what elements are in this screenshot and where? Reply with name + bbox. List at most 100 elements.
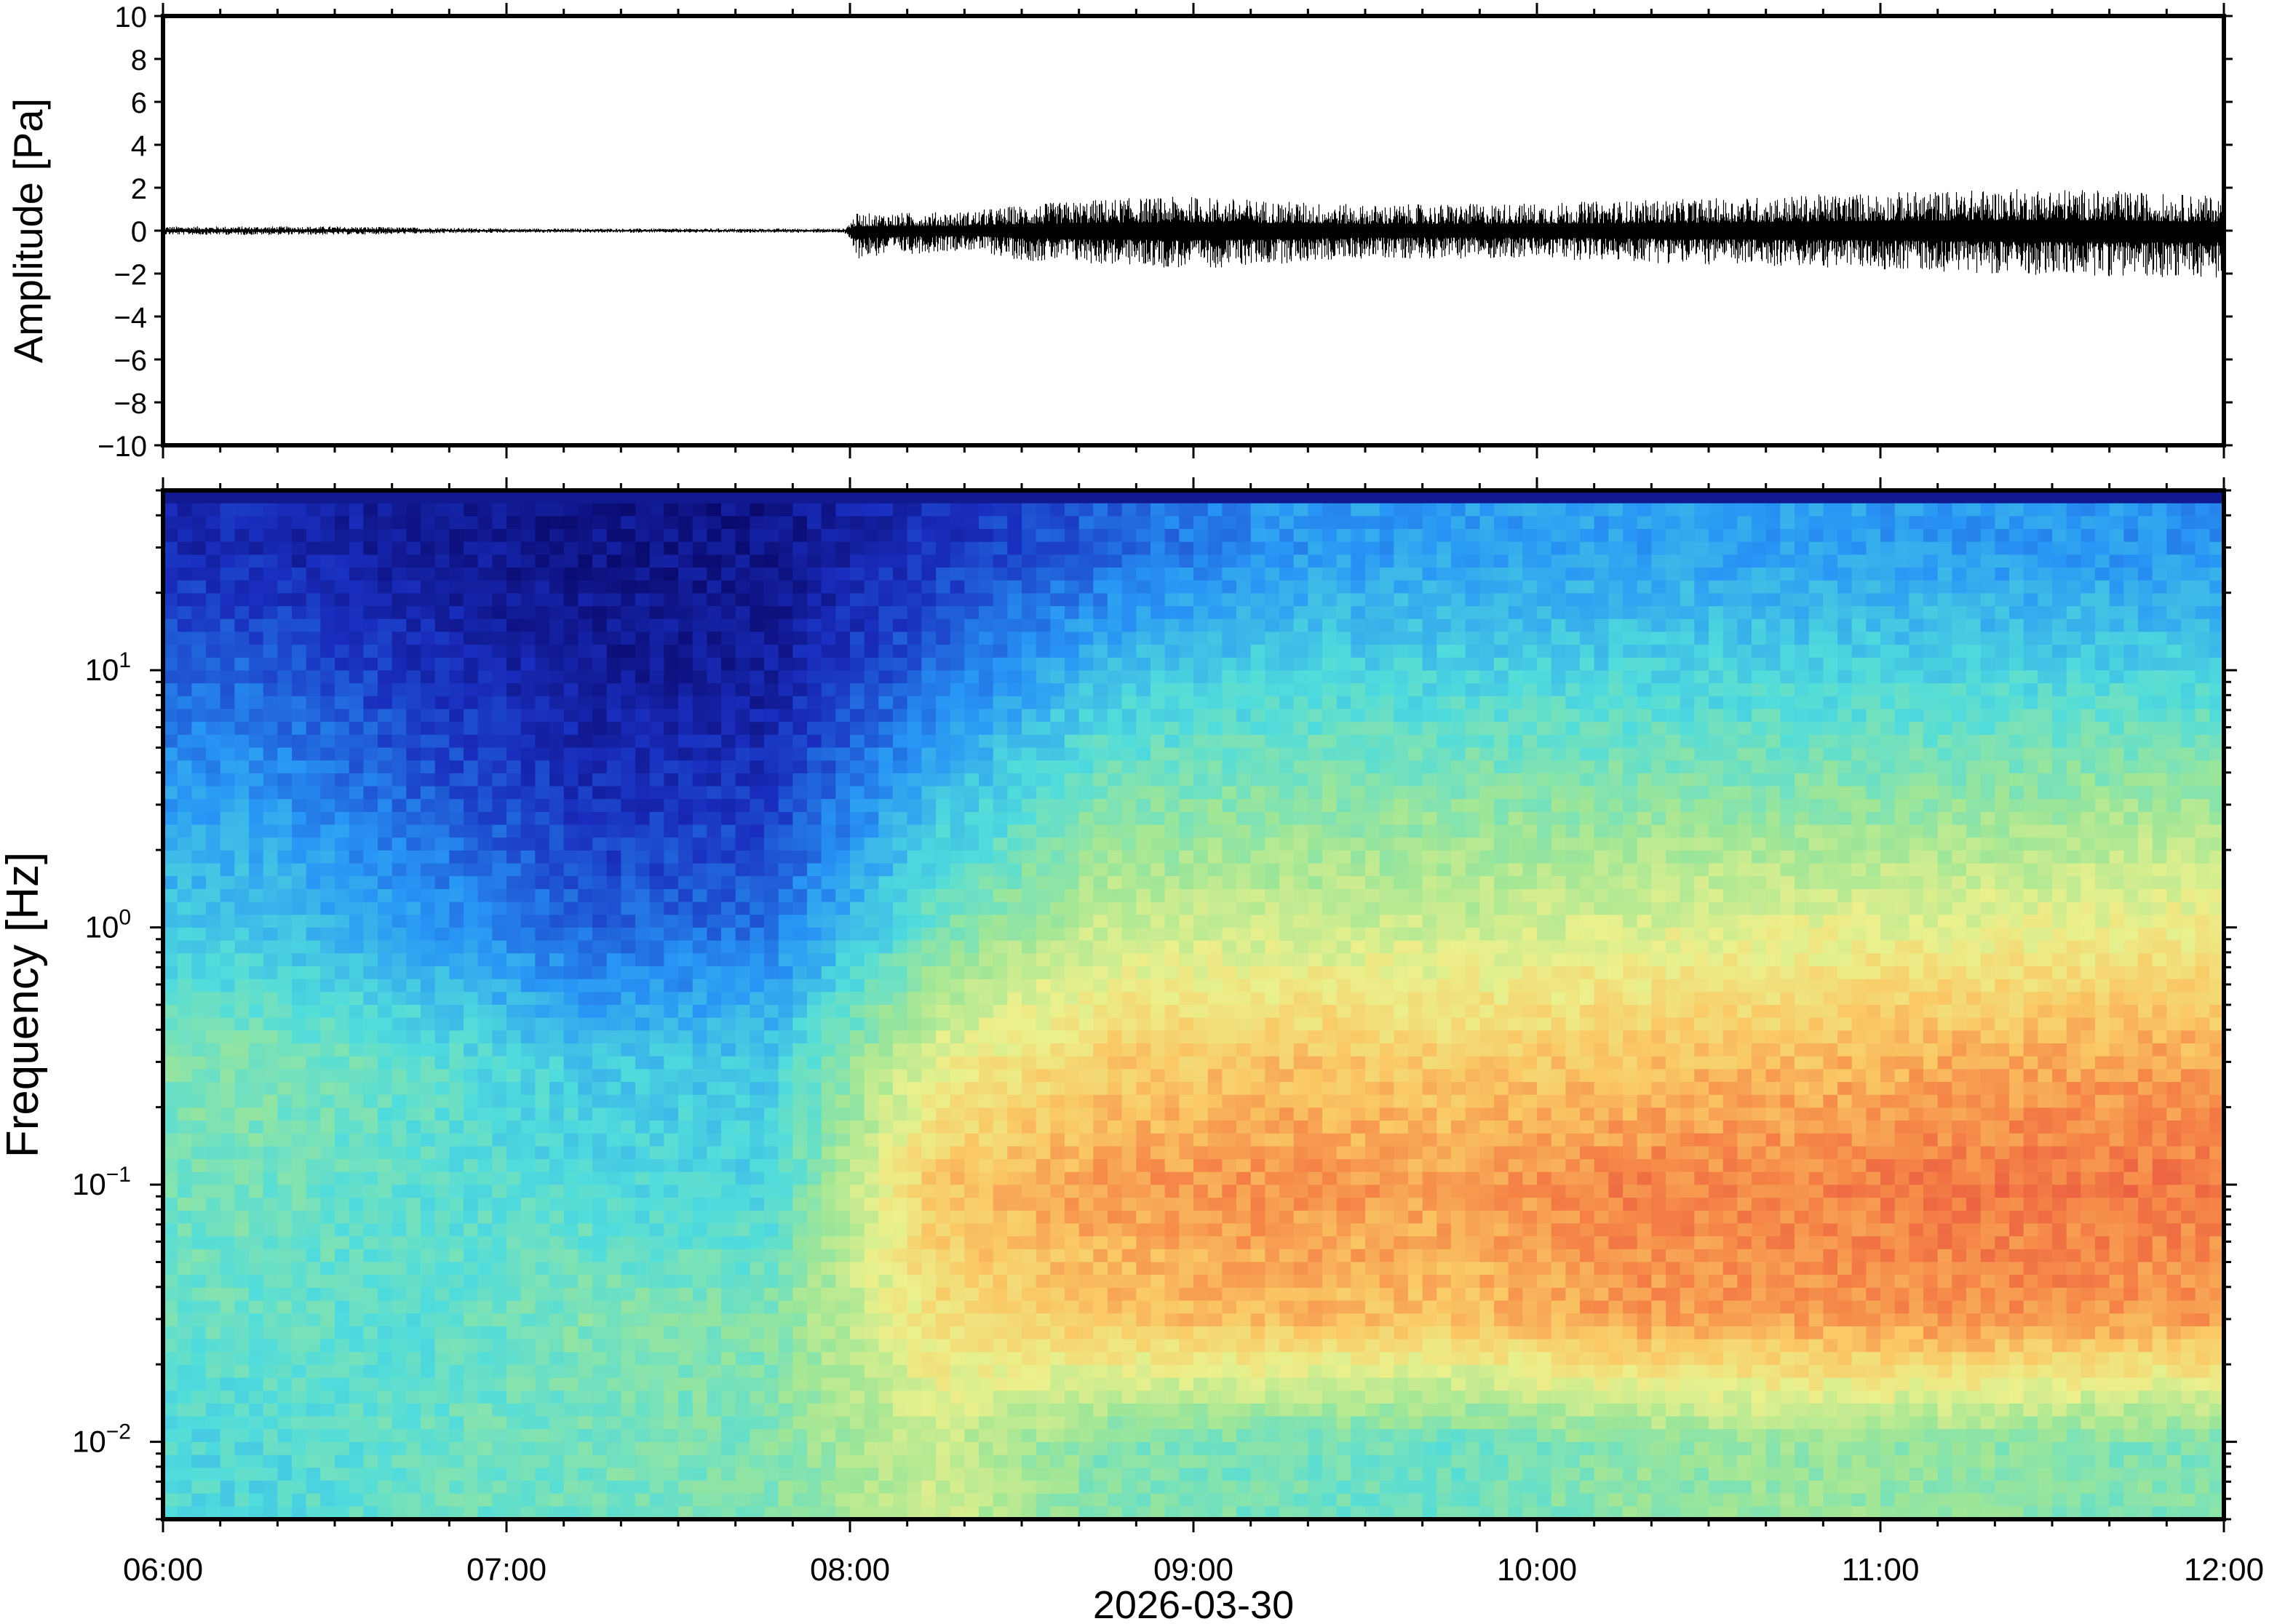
spectrogram-heatmap — [163, 490, 2224, 1519]
spectrogram-cell — [363, 529, 378, 543]
spectrogram-cell — [1722, 811, 1738, 826]
spectrogram-cell — [964, 503, 979, 517]
spectrogram-cell — [778, 632, 794, 645]
spectrogram-cell — [263, 901, 279, 916]
spectrogram-cell — [1823, 554, 1838, 568]
spectrogram-cell — [2152, 901, 2168, 916]
spectrogram-cell — [249, 503, 264, 517]
spectrogram-cell — [1336, 709, 1352, 723]
spectrogram-cell — [1007, 529, 1022, 543]
spectrogram-cell — [2123, 722, 2139, 736]
spectrogram-cell — [1508, 837, 1524, 851]
spectrogram-cell — [2152, 606, 2168, 620]
spectrogram-cell — [1637, 618, 1653, 633]
spectrogram-cell — [1222, 490, 1237, 504]
spectrogram-cell — [1680, 888, 1696, 903]
spectrogram-cell — [1136, 657, 1151, 672]
spectrogram-cell — [721, 901, 736, 916]
spectrogram-cell — [163, 541, 178, 556]
spectrogram-cell — [649, 734, 665, 749]
spectrogram-cell — [1494, 811, 1509, 826]
spectrogram-cell — [1894, 811, 1910, 826]
spectrogram-cell — [421, 863, 436, 877]
spectrogram-cell — [1537, 503, 1552, 517]
spectrogram-cell — [520, 876, 536, 890]
spectrogram-cell — [263, 786, 279, 800]
spectrogram-cell — [864, 503, 880, 517]
spectrogram-cell — [206, 786, 221, 800]
spectrogram-cell — [1722, 529, 1738, 543]
spectrogram-cell — [1851, 554, 1867, 568]
spectrogram-cell — [778, 811, 794, 826]
spectrogram-cell — [1479, 541, 1495, 556]
spectrogram-cell — [2023, 760, 2039, 774]
spectrogram-cell — [778, 516, 794, 530]
spectrogram-cell — [1565, 541, 1581, 556]
spectrogram-cell — [1651, 901, 1666, 916]
spectrogram-cell — [1722, 554, 1738, 568]
spectrogram-cell — [2209, 490, 2224, 504]
spectrogram-cell — [1207, 876, 1223, 890]
spectrogram-cell — [363, 632, 378, 645]
spectrogram-cell — [477, 696, 493, 710]
spectrogram-cell — [649, 773, 665, 787]
spectrogram-cell — [1022, 580, 1037, 594]
spectrogram-cell — [1022, 901, 1037, 916]
spectrogram-cell — [477, 554, 493, 568]
spectrogram-cell — [464, 888, 479, 903]
spectrogram-cell — [249, 696, 264, 710]
spectrogram-cell — [464, 568, 479, 581]
spectrogram-cell — [1722, 760, 1738, 774]
spectrogram-cell — [864, 670, 880, 684]
spectrogram-cell — [1222, 696, 1237, 710]
spectrogram-cell — [850, 606, 865, 620]
spectrogram-cell — [1394, 734, 1409, 749]
spectrogram-cell — [1394, 683, 1409, 697]
spectrogram-cell — [1709, 632, 1724, 645]
spectrogram-cell — [1121, 516, 1137, 530]
spectrogram-cell — [464, 876, 479, 890]
spectrogram-cell — [492, 529, 507, 543]
spectrogram-cell — [692, 516, 708, 530]
spectrogram-cell — [1722, 696, 1738, 710]
spectrogram-cell — [492, 747, 507, 761]
spectrogram-cell — [1365, 824, 1380, 839]
spectrogram-cell — [606, 915, 622, 928]
spectrogram-cell — [2109, 490, 2125, 504]
spectrogram-cell — [850, 811, 865, 826]
spectrogram-cell — [721, 837, 736, 851]
spectrogram-cell — [421, 503, 436, 517]
spectrogram-cell — [893, 709, 908, 723]
spectrogram-cell — [2052, 837, 2067, 851]
spectrogram-cell — [964, 696, 979, 710]
spectrogram-cell — [320, 901, 335, 916]
spectrogram-cell — [520, 773, 536, 787]
spectrogram-cell — [1580, 850, 1595, 864]
spectrogram-cell — [1722, 722, 1738, 736]
spectrogram-cell — [1422, 876, 1438, 890]
spectrogram-cell — [1108, 709, 1123, 723]
spectrogram-cell — [1694, 568, 1709, 581]
spectrogram-cell — [1722, 593, 1738, 607]
spectrogram-cell — [692, 888, 708, 903]
spectrogram-cell — [1308, 568, 1323, 581]
spectrogram-cell — [1379, 657, 1395, 672]
spectrogram-cell — [1078, 811, 1094, 826]
spectrogram-cell — [1322, 876, 1338, 890]
spectrogram-cell — [1436, 773, 1452, 787]
spectrogram-cell — [1752, 568, 1767, 581]
spectrogram-cell — [477, 722, 493, 736]
spectrogram-cell — [764, 799, 779, 813]
spectrogram-cell — [520, 632, 536, 645]
spectrogram-cell — [234, 863, 250, 877]
spectrogram-cell — [1422, 580, 1438, 594]
spectrogram-cell — [1623, 503, 1638, 517]
spectrogram-cell — [2081, 554, 2096, 568]
spectrogram-cell — [320, 516, 335, 530]
spectrogram-cell — [1007, 593, 1022, 607]
spectrogram-cell — [2038, 541, 2053, 556]
spectrogram-cell — [378, 554, 393, 568]
spectrogram-cell — [563, 799, 579, 813]
spectrogram-cell — [621, 657, 636, 672]
spectrogram-cell — [1222, 773, 1237, 787]
